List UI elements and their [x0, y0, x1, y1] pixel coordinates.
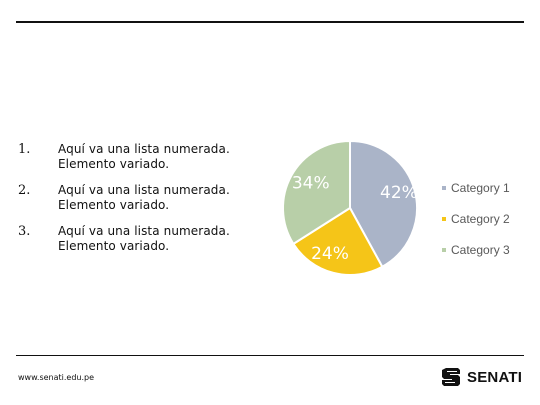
legend-swatch — [442, 247, 446, 252]
legend-item: Category 3 — [442, 234, 510, 265]
pie-data-label: 34% — [292, 174, 330, 194]
legend-swatch — [442, 185, 446, 190]
numbered-list: 1. Aquí va una lista numerada. Elemento … — [18, 142, 258, 265]
legend-label: Category 3 — [451, 242, 510, 257]
pie-data-label: 24% — [311, 244, 349, 264]
chart-legend: Category 1 Category 2 Category 3 — [442, 172, 510, 265]
brand-name: SENATI — [467, 368, 523, 386]
pie-data-label: 42% — [380, 183, 418, 203]
legend-label: Category 1 — [451, 180, 510, 195]
bottom-divider — [16, 355, 524, 356]
senati-logo: SENATI — [440, 366, 522, 388]
pie-chart: 42% 24% 34% — [282, 139, 418, 276]
list-text-line: Aquí va una lista numerada. — [58, 183, 230, 197]
list-item: 3. Aquí va una lista numerada. Elemento … — [18, 224, 258, 264]
top-divider — [16, 21, 524, 23]
senati-logo-icon — [442, 368, 460, 386]
list-text: Aquí va una lista numerada. Elemento var… — [58, 142, 230, 172]
list-text: Aquí va una lista numerada. Elemento var… — [58, 183, 230, 213]
list-text-line: Elemento variado. — [58, 157, 170, 171]
website-url[interactable]: www.senati.edu.pe — [18, 373, 95, 382]
list-text-line: Elemento variado. — [58, 198, 170, 212]
list-item: 1. Aquí va una lista numerada. Elemento … — [18, 142, 258, 182]
legend-item: Category 1 — [442, 172, 510, 203]
legend-item: Category 2 — [442, 203, 510, 234]
list-text-line: Aquí va una lista numerada. — [58, 224, 230, 238]
list-text-line: Aquí va una lista numerada. — [58, 142, 230, 156]
pie-slice-1 — [349, 139, 418, 269]
legend-swatch — [442, 216, 446, 221]
list-text: Aquí va una lista numerada. Elemento var… — [58, 224, 230, 254]
list-number: 1. — [18, 142, 31, 157]
list-number: 3. — [18, 224, 31, 239]
list-number: 2. — [18, 183, 31, 198]
pie-slice-3 — [282, 139, 351, 246]
pie-slice-2 — [292, 206, 384, 276]
list-text-line: Elemento variado. — [58, 239, 170, 253]
list-item: 2. Aquí va una lista numerada. Elemento … — [18, 183, 258, 223]
legend-label: Category 2 — [451, 211, 510, 226]
